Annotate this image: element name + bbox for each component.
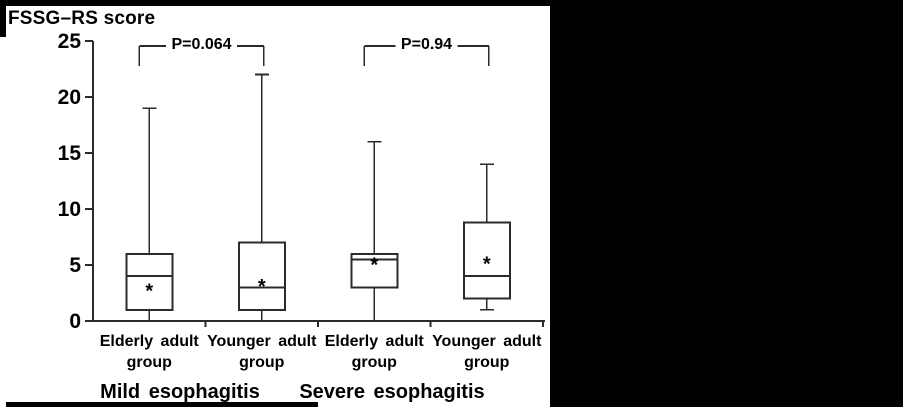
category-label-line1: Elderly adult <box>100 333 200 350</box>
box-rect <box>125 252 174 311</box>
category-label-line1: Younger adult <box>432 333 542 350</box>
y-tick-label: 0 <box>69 310 81 333</box>
box-rect <box>237 241 286 311</box>
top-black-bar <box>0 0 903 6</box>
category-label-line2: group <box>127 354 173 371</box>
p-label-background <box>395 34 458 52</box>
category-label-line2: group <box>239 354 285 371</box>
left-black-sliver <box>0 0 6 37</box>
category-label-line2: group <box>352 354 398 371</box>
bottom-black-bar <box>6 402 318 407</box>
y-tick-label: 20 <box>58 86 81 109</box>
y-tick-label: 25 <box>58 30 82 53</box>
mean-asterisk: * <box>145 280 153 302</box>
category-label-line1: Elderly adult <box>325 333 425 350</box>
y-tick-label: 5 <box>69 254 81 277</box>
mean-asterisk: * <box>370 255 378 277</box>
p-value-label: P=0.064 <box>171 36 231 53</box>
mean-asterisk: * <box>258 276 266 298</box>
p-value-label: P=0.94 <box>401 36 452 53</box>
y-tick-label: 10 <box>58 198 81 221</box>
chart-title: FSSG–RS score <box>8 8 156 29</box>
right-black-panel <box>550 0 903 407</box>
p-label-background <box>166 34 237 52</box>
mean-asterisk: * <box>483 254 491 276</box>
category-label-line1: Younger adult <box>207 333 317 350</box>
y-tick-label: 15 <box>58 142 82 165</box>
group-label: Mild esophagitis <box>100 381 260 403</box>
category-label-line2: group <box>464 354 510 371</box>
group-label: Severe esophagitis <box>299 381 484 403</box>
box-rect <box>462 221 511 300</box>
chart-panel <box>0 6 550 407</box>
